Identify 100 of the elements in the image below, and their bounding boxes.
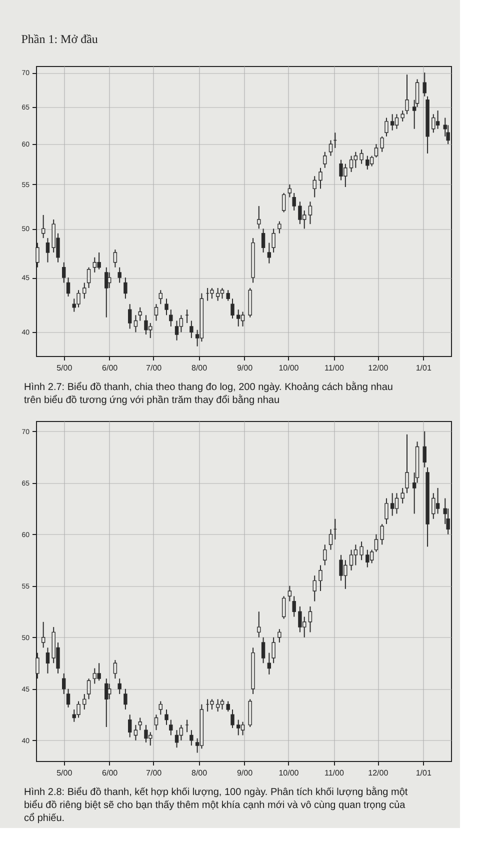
- candlestick: [76, 700, 80, 718]
- candlestick: [374, 144, 378, 158]
- candlestick: [41, 621, 46, 648]
- candlestick: [76, 290, 80, 308]
- x-tick-label: 10/00: [278, 364, 300, 372]
- candlestick: [174, 320, 179, 341]
- candlestick: [240, 721, 245, 736]
- candlestick: [257, 206, 261, 230]
- candlestick: [318, 564, 322, 592]
- candlestick: [292, 192, 296, 211]
- candlestick: [220, 698, 224, 710]
- candlestick: [226, 700, 230, 712]
- candlestick: [380, 136, 384, 152]
- x-tick-label: 11/00: [324, 364, 344, 372]
- candlestick: [82, 282, 86, 300]
- candlestick: [272, 636, 276, 664]
- candlestick: [210, 287, 214, 300]
- candlestick: [230, 708, 234, 729]
- candlestick: [86, 678, 91, 700]
- x-tick-label: 5/00: [56, 364, 73, 372]
- x-tick-label: 1/01: [416, 768, 432, 778]
- x-tick-label: 10/00: [278, 768, 300, 778]
- candlestick: [86, 266, 91, 288]
- x-tick-label: 6/00: [102, 364, 118, 372]
- candlestick: [107, 272, 112, 288]
- candlestick: [216, 698, 220, 712]
- candlestick: [158, 290, 162, 305]
- candlestick: [278, 220, 282, 234]
- candlestick: [92, 668, 97, 684]
- candlestick: [154, 714, 158, 731]
- candlestick: [158, 700, 162, 716]
- candlestick: [164, 708, 168, 726]
- candlestick: [323, 151, 327, 168]
- candlestick: [97, 252, 101, 270]
- candlestick: [354, 151, 358, 168]
- candlestick: [46, 647, 50, 674]
- candlestick: [267, 652, 272, 675]
- candlestick: [366, 549, 370, 568]
- candlestick: [312, 575, 316, 602]
- candlestick: [390, 492, 394, 516]
- candlestick: [366, 155, 370, 170]
- candlestick: [261, 636, 266, 664]
- candlestick: [164, 298, 168, 316]
- candlestick: [66, 277, 70, 297]
- candlestick: [288, 184, 292, 198]
- candlestick: [267, 242, 272, 264]
- x-tick-label: 1/01: [416, 364, 432, 372]
- candlestick: [118, 678, 122, 695]
- candlestick: [144, 314, 148, 336]
- x-tick-label: 7/00: [146, 768, 162, 778]
- candlestick: [128, 714, 132, 738]
- candlestick: [349, 549, 354, 571]
- chart-title: Phần 1: Mở đầu: [21, 32, 98, 46]
- candlestick: [113, 249, 118, 268]
- x-tick-label: 11/00: [324, 768, 344, 778]
- x-tick-label: 5/00: [56, 768, 73, 778]
- candlestick: [41, 214, 46, 239]
- candlestick: [308, 606, 312, 633]
- x-tick-label: 9/00: [236, 364, 254, 372]
- text: Hình 2.8: Biểu đồ thanh, kết hợp khối lượng, 100 ngày. Phân tích khối lượng bằng một biểu đồ riêng biệt sẽ cho bạn thấy thêm một khía cạnh mới và vô cùng quan trọng của cổ phiếu.: [24, 786, 408, 824]
- candlestick: [312, 176, 316, 198]
- x-tick-label: 7/00: [146, 364, 162, 372]
- candlestick: [66, 688, 70, 708]
- candlestick: [422, 72, 426, 97]
- candlestick: [226, 290, 230, 302]
- candlestick: [360, 149, 364, 164]
- candlestick: [328, 140, 333, 156]
- candlestick: [272, 228, 276, 253]
- candlestick: [370, 155, 374, 167]
- candlestick: [288, 585, 292, 602]
- candlestick: [230, 298, 234, 319]
- candlestick: [405, 74, 409, 115]
- candlestick: [190, 730, 194, 746]
- candlestick: [134, 314, 138, 333]
- x-tick-label: 12/00: [368, 364, 389, 372]
- candlestick: [118, 266, 122, 284]
- candlestick: [97, 662, 101, 682]
- text: Hình 2.7: Biểu đồ thanh, chia theo thang đo log, 200 ngày. Khoảng cách bằng nhau trên biểu đồ tương ứng với phần trăm thay đổi bằng nhau: [24, 381, 393, 406]
- candlestick: [62, 672, 66, 695]
- candlestick: [400, 487, 404, 504]
- candlestick: [405, 434, 409, 494]
- candlestick: [390, 114, 394, 131]
- candlestick: [282, 192, 286, 213]
- candlestick: [128, 304, 132, 330]
- candlestick: [384, 498, 388, 525]
- candlestick: [318, 167, 322, 190]
- candlestick: [240, 311, 245, 327]
- candlestick: [236, 719, 240, 736]
- candlestick: [92, 256, 97, 273]
- candlestick: [210, 698, 214, 710]
- candlestick: [144, 724, 148, 743]
- candlestick: [432, 114, 436, 134]
- candlestick: [138, 306, 142, 322]
- candlestick: [400, 110, 404, 122]
- candlestick: [349, 155, 354, 172]
- candlestick: [138, 717, 142, 731]
- candlestick: [354, 544, 358, 566]
- candlestick: [174, 730, 179, 748]
- candlestick: [308, 201, 312, 225]
- candlestick: [134, 724, 138, 741]
